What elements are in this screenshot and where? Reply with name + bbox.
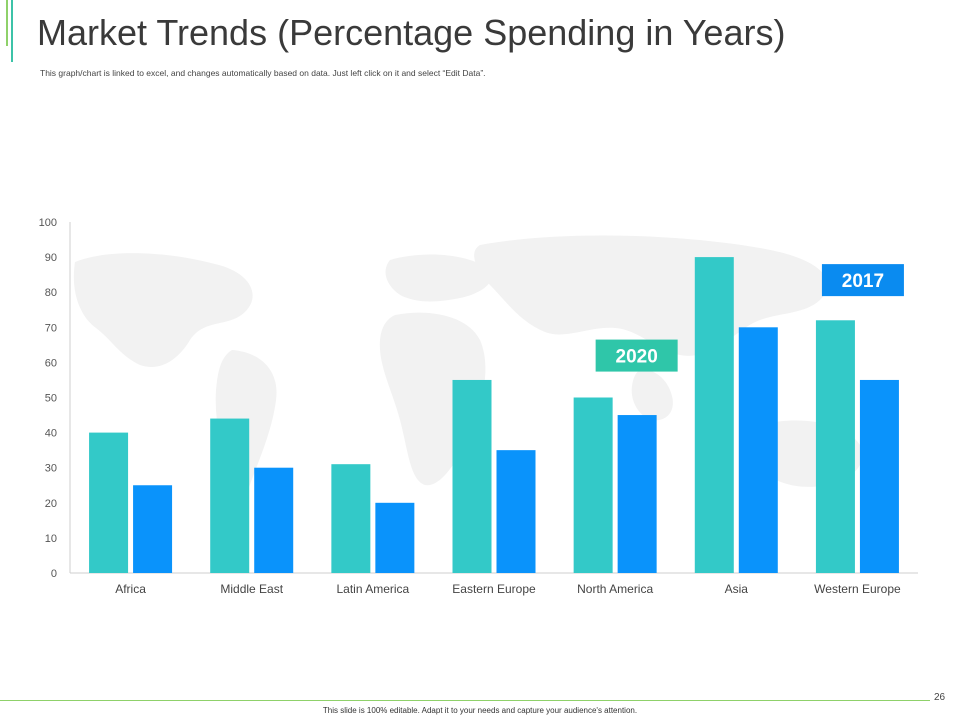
y-tick-label: 70: [45, 322, 57, 334]
y-tick-label: 30: [45, 463, 57, 475]
x-tick-label: Middle East: [220, 582, 283, 596]
bar-2017-latin-america[interactable]: [375, 502, 415, 573]
bar-2017-asia[interactable]: [738, 327, 778, 573]
bar-2020-western-europe[interactable]: [815, 320, 855, 573]
bar-2017-north-america[interactable]: [617, 415, 657, 573]
slide-subtitle[interactable]: This graph/chart is linked to excel, and…: [40, 68, 486, 78]
y-tick-label: 40: [45, 428, 57, 440]
title-accent-line: [6, 0, 8, 46]
legend-label-bg-2017: [821, 264, 904, 297]
slide-title[interactable]: Market Trends (Percentage Spending in Ye…: [37, 12, 786, 53]
legend-label-2020: 2020: [616, 347, 658, 368]
bar-2020-africa[interactable]: [89, 432, 129, 573]
bar-2017-western-europe[interactable]: [859, 379, 899, 573]
bar-2017-middle-east[interactable]: [254, 467, 294, 573]
y-tick-label: 60: [45, 357, 57, 369]
x-tick-label: Eastern Europe: [452, 582, 536, 596]
x-tick-label: Africa: [115, 582, 146, 596]
footer-line: [0, 700, 930, 701]
x-tick-label: Western Europe: [814, 582, 901, 596]
bar-2017-africa[interactable]: [133, 485, 173, 573]
bar-chart[interactable]: 0 10 20 30 40 50 60 70 80 90 100 Africa Middle East L…: [0, 200, 960, 620]
y-tick-label: 100: [39, 217, 57, 229]
bar-2020-middle-east[interactable]: [210, 418, 250, 573]
bar-2020-asia[interactable]: [694, 257, 734, 573]
y-tick-label: 10: [45, 533, 57, 545]
page-number: 26: [934, 692, 946, 703]
legend-label-bg-2020: [595, 339, 678, 372]
bar-2020-north-america[interactable]: [573, 397, 613, 574]
y-tick-label: 90: [45, 252, 57, 264]
y-tick-label: 20: [45, 498, 57, 510]
x-tick-label: Asia: [725, 582, 749, 596]
legend-label-2017: 2017: [842, 271, 884, 292]
y-tick-label: 0: [51, 568, 57, 580]
x-tick-label: Latin America: [337, 582, 410, 596]
bar-2020-latin-america[interactable]: [331, 464, 371, 573]
bar-2020-eastern-europe[interactable]: [452, 379, 492, 573]
x-tick-label: North America: [577, 582, 653, 596]
footer-note: This slide is 100% editable. Adapt it to…: [322, 706, 638, 715]
bar-2017-eastern-europe[interactable]: [496, 450, 536, 573]
title-accent-line-secondary: [11, 0, 13, 62]
y-tick-label: 50: [45, 393, 57, 405]
y-tick-label: 80: [45, 287, 57, 299]
